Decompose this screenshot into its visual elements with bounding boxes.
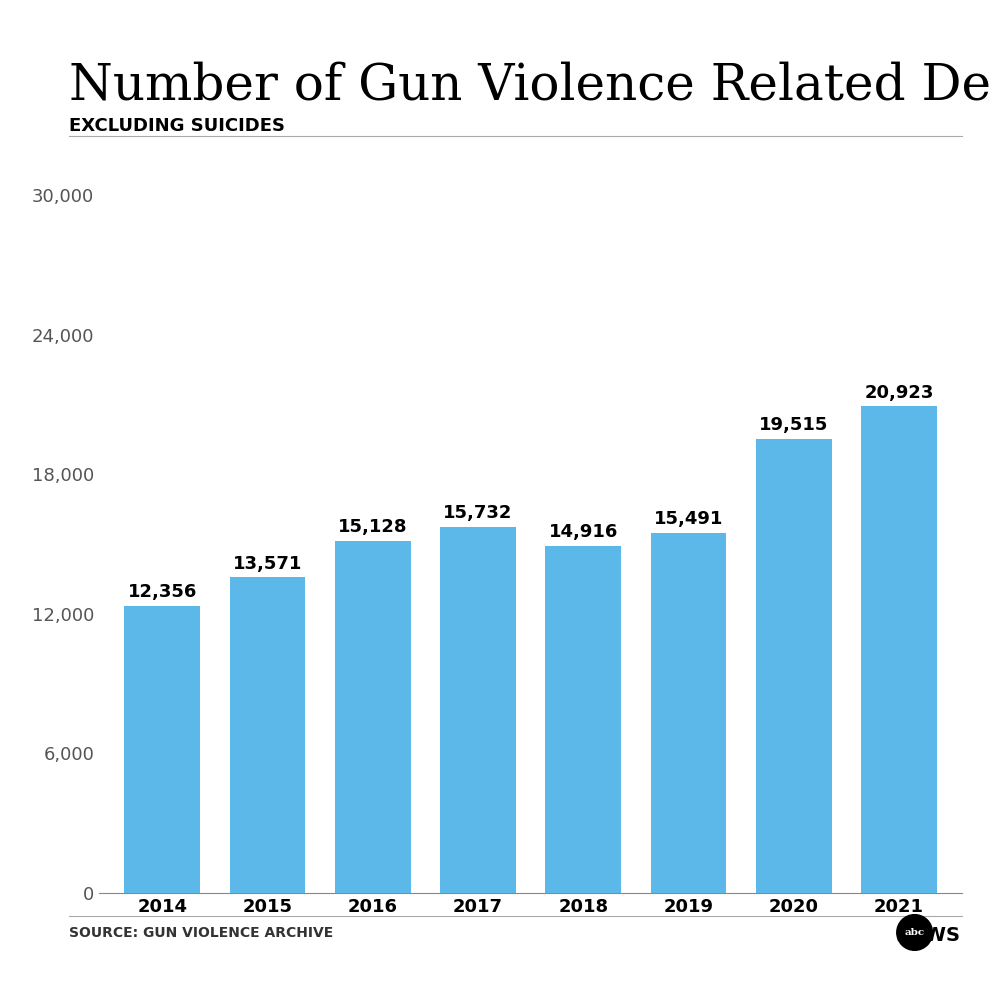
Text: 15,128: 15,128 [338,519,408,537]
Bar [335,541,411,893]
Text: 15,491: 15,491 [654,510,723,528]
Text: 20,923: 20,923 [864,384,933,402]
Bar [230,577,306,893]
Text: 13,571: 13,571 [233,555,303,572]
Text: SOURCE: GUN VIOLENCE ARCHIVE: SOURCE: GUN VIOLENCE ARCHIVE [69,926,333,939]
Bar [124,605,200,893]
Bar [440,527,516,893]
Bar [756,439,831,893]
Text: 12,356: 12,356 [128,583,197,601]
Text: abc: abc [905,928,925,937]
Text: Number of Gun Violence Related Deaths: Number of Gun Violence Related Deaths [69,62,992,111]
Text: 19,515: 19,515 [759,417,828,434]
Text: EXCLUDING SUICIDES: EXCLUDING SUICIDES [69,117,286,135]
Bar [861,407,937,893]
Text: 14,916: 14,916 [549,524,618,542]
Text: 15,732: 15,732 [443,504,513,523]
Bar [546,546,621,893]
Text: NEWS: NEWS [895,926,960,944]
Bar [651,533,726,893]
